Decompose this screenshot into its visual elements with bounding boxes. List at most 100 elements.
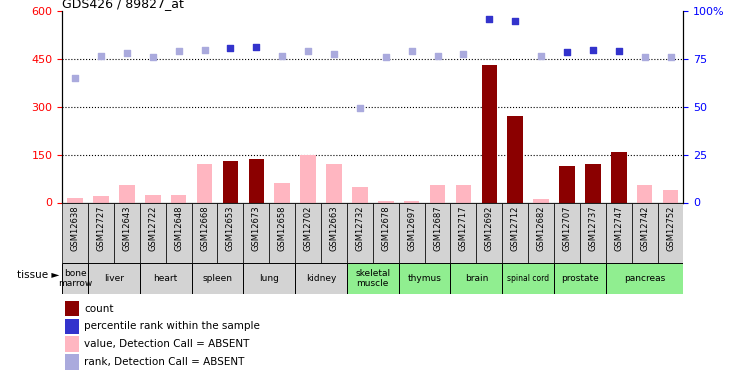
Bar [425, 202, 450, 262]
Point [458, 51, 469, 57]
Text: GDS426 / 89827_at: GDS426 / 89827_at [62, 0, 184, 10]
Bar [171, 195, 186, 202]
Bar [658, 202, 683, 262]
Bar [637, 185, 652, 202]
Text: GSM12752: GSM12752 [666, 206, 675, 251]
Text: spleen: spleen [202, 274, 232, 283]
Bar [62, 202, 88, 262]
Point [535, 53, 547, 59]
Bar [269, 202, 295, 262]
Text: GSM12682: GSM12682 [537, 206, 545, 251]
Bar [404, 201, 420, 202]
Point [561, 49, 573, 55]
Bar [65, 336, 79, 352]
Bar [477, 202, 502, 262]
Bar [140, 202, 166, 262]
Bar [119, 185, 135, 202]
Text: GSM12707: GSM12707 [562, 206, 572, 251]
Bar [585, 164, 601, 202]
Point [587, 46, 599, 53]
Bar [450, 262, 502, 294]
Bar [326, 164, 342, 202]
Bar [378, 201, 393, 202]
Bar [65, 354, 79, 370]
Text: spinal cord: spinal cord [507, 274, 549, 283]
Point [613, 48, 624, 54]
Bar [507, 116, 523, 202]
Bar [554, 262, 606, 294]
Bar [94, 196, 109, 202]
Bar [398, 202, 425, 262]
Point [251, 44, 262, 50]
Text: GSM12638: GSM12638 [71, 206, 80, 251]
Text: bone
marrow: bone marrow [58, 269, 92, 288]
Bar [88, 202, 114, 262]
Text: GSM12747: GSM12747 [614, 206, 624, 251]
Text: GSM12717: GSM12717 [459, 206, 468, 251]
Bar [65, 318, 79, 334]
Point [432, 53, 444, 59]
Text: lung: lung [260, 274, 279, 283]
Text: thymus: thymus [408, 274, 442, 283]
Bar [534, 200, 549, 202]
Bar [502, 262, 554, 294]
Bar [606, 262, 683, 294]
Text: liver: liver [104, 274, 124, 283]
Text: GSM12742: GSM12742 [640, 206, 649, 251]
Bar [321, 202, 347, 262]
Bar [67, 198, 83, 202]
Point [95, 53, 107, 59]
Text: GSM12702: GSM12702 [303, 206, 313, 251]
Point [147, 54, 159, 60]
Text: GSM12692: GSM12692 [485, 206, 494, 251]
Text: GSM12722: GSM12722 [148, 206, 157, 251]
Point [328, 51, 340, 57]
Bar [502, 202, 528, 262]
Text: GSM12732: GSM12732 [355, 206, 364, 251]
Bar [249, 159, 264, 202]
Bar [482, 65, 497, 203]
Bar [88, 262, 140, 294]
Point [121, 50, 133, 56]
Point [199, 46, 211, 53]
Text: GSM12673: GSM12673 [251, 206, 261, 251]
Point [354, 105, 366, 111]
Text: GSM12687: GSM12687 [433, 206, 442, 251]
Bar [218, 202, 243, 262]
Bar [243, 202, 269, 262]
Text: GSM12727: GSM12727 [96, 206, 105, 251]
Bar [347, 202, 373, 262]
Point [276, 53, 288, 59]
Bar [347, 262, 398, 294]
Bar [663, 190, 678, 202]
Bar [192, 262, 243, 294]
Bar [352, 187, 368, 202]
Text: rank, Detection Call = ABSENT: rank, Detection Call = ABSENT [84, 357, 244, 367]
Bar [197, 164, 212, 202]
Text: GSM12658: GSM12658 [278, 206, 287, 251]
Bar [554, 202, 580, 262]
Text: kidney: kidney [306, 274, 336, 283]
Text: GSM12643: GSM12643 [122, 206, 132, 251]
Bar [295, 262, 347, 294]
Point [406, 48, 417, 54]
Text: percentile rank within the sample: percentile rank within the sample [84, 321, 260, 332]
Bar [300, 154, 316, 203]
Bar [295, 202, 321, 262]
Text: brain: brain [465, 274, 488, 283]
Point [69, 75, 81, 81]
Text: GSM12737: GSM12737 [588, 206, 597, 251]
Bar [223, 161, 238, 202]
Text: GSM12648: GSM12648 [174, 206, 183, 251]
Bar [398, 262, 450, 294]
Bar [274, 183, 290, 203]
Text: skeletal
muscle: skeletal muscle [355, 269, 390, 288]
Bar [114, 202, 140, 262]
Point [302, 48, 314, 54]
Bar [632, 202, 658, 262]
Point [224, 45, 236, 51]
Point [639, 54, 651, 60]
Text: GSM12668: GSM12668 [200, 206, 209, 251]
Point [483, 16, 495, 22]
Bar [430, 185, 445, 202]
